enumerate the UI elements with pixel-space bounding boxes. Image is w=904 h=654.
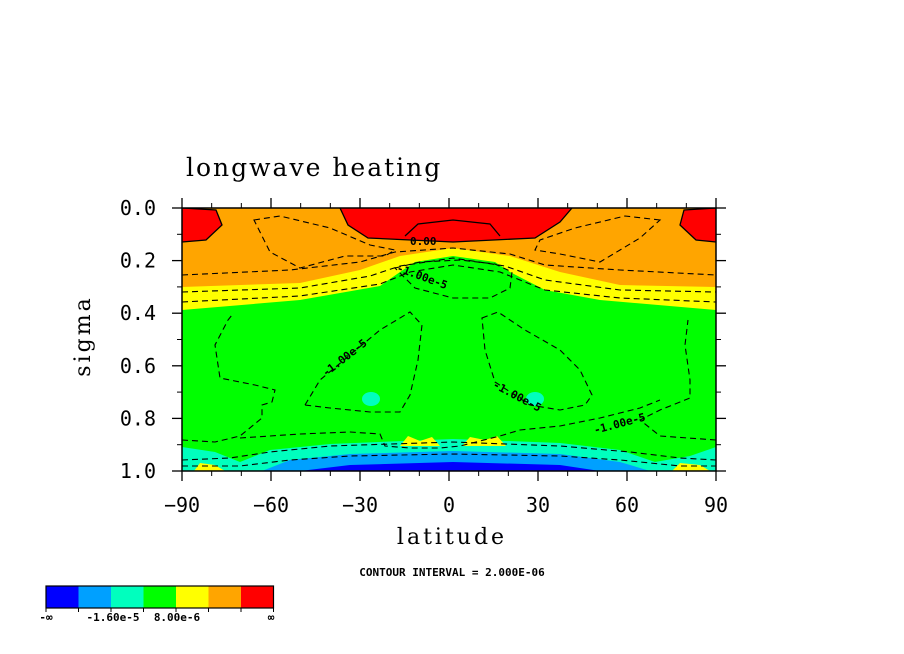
colorbar-swatch <box>78 586 111 608</box>
y-tick-label: 1.0 <box>120 459 156 483</box>
contour-lines-dashed <box>182 215 716 467</box>
contour-dashed-bottom-1 <box>182 441 716 461</box>
contour-dashed-nw <box>253 215 397 269</box>
contour-interval-note: CONTOUR INTERVAL = 2.000E-06 <box>359 566 545 579</box>
band-yellow-spot-left <box>400 436 440 446</box>
band-red-right <box>680 208 716 242</box>
x-tick-label: −30 <box>342 493 378 517</box>
x-tick-label: −90 <box>164 493 200 517</box>
contour-solid-right <box>679 208 716 243</box>
x-tick-label: 30 <box>526 493 550 517</box>
y-tick-label: 0.0 <box>120 196 156 220</box>
colorbar-legend <box>45 585 275 612</box>
colorbar-swatch <box>46 586 79 608</box>
contour-dashed-2 <box>182 257 716 293</box>
contour-solid-left <box>182 208 223 243</box>
colorbar-swatch <box>111 586 144 608</box>
y-tick-label: 0.8 <box>120 406 156 430</box>
band-yellow-corner-left <box>194 463 225 471</box>
band-red-center <box>340 208 572 242</box>
colorbar-label-max: ∞ <box>268 611 275 624</box>
x-axis-label: latitude <box>397 525 507 550</box>
chart-title: longwave heating <box>186 153 442 182</box>
y-tick-label: 0.2 <box>120 249 156 273</box>
contour-dashed-bottom-2 <box>182 453 716 467</box>
colorbar-swatch <box>208 586 241 608</box>
colorbar-swatch <box>241 586 274 608</box>
band-green <box>182 256 716 471</box>
contour-dashed-3 <box>182 264 716 303</box>
y-tick-label: 0.6 <box>120 354 156 378</box>
plot-area <box>182 208 716 471</box>
colorbar-labels: -∞ -1.60e-5 8.00e-6 ∞ <box>39 611 274 624</box>
band-teal-spot-right <box>526 392 544 406</box>
y-axis-label: sigma <box>71 295 96 376</box>
contour-dashed-1 <box>182 247 716 276</box>
contour-dashed-right-lobe <box>481 311 593 411</box>
band-blue <box>300 462 600 471</box>
band-yellow-corner-right <box>672 463 710 471</box>
x-axis: −90 −60 −30 0 30 60 90 <box>164 198 728 517</box>
colorbar-label-1: -1.60e-5 <box>87 611 140 624</box>
contour-dashed-left-lobe <box>304 311 423 413</box>
contour-label-zero: 0.00 <box>410 235 437 248</box>
x-tick-label: 0 <box>443 493 455 517</box>
contour-dashed-ne <box>534 215 662 263</box>
contour-lines-solid <box>182 208 716 243</box>
colorbar-label-2: 8.00e-6 <box>154 611 201 624</box>
contour-dashed-wide <box>182 314 276 443</box>
y-axis: 0.0 0.2 0.4 0.6 0.8 1.0 <box>120 196 726 483</box>
y-tick-label: 0.4 <box>120 301 156 325</box>
x-tick-label: 60 <box>615 493 639 517</box>
band-teal-spot-left <box>362 392 380 406</box>
contour-dashed-upper-loop <box>393 259 513 299</box>
colorbar-label-min: -∞ <box>39 611 53 624</box>
contour-dashed-wide-right <box>638 319 716 441</box>
colorbar-swatch <box>143 586 176 608</box>
colorbar-swatch <box>176 586 209 608</box>
contour-solid-inner <box>404 219 501 237</box>
x-tick-label: −60 <box>253 493 289 517</box>
contour-dashed-lower <box>239 399 661 449</box>
x-tick-label: 90 <box>704 493 728 517</box>
contour-solid-center <box>339 208 573 243</box>
colorbar-frame <box>45 585 275 609</box>
